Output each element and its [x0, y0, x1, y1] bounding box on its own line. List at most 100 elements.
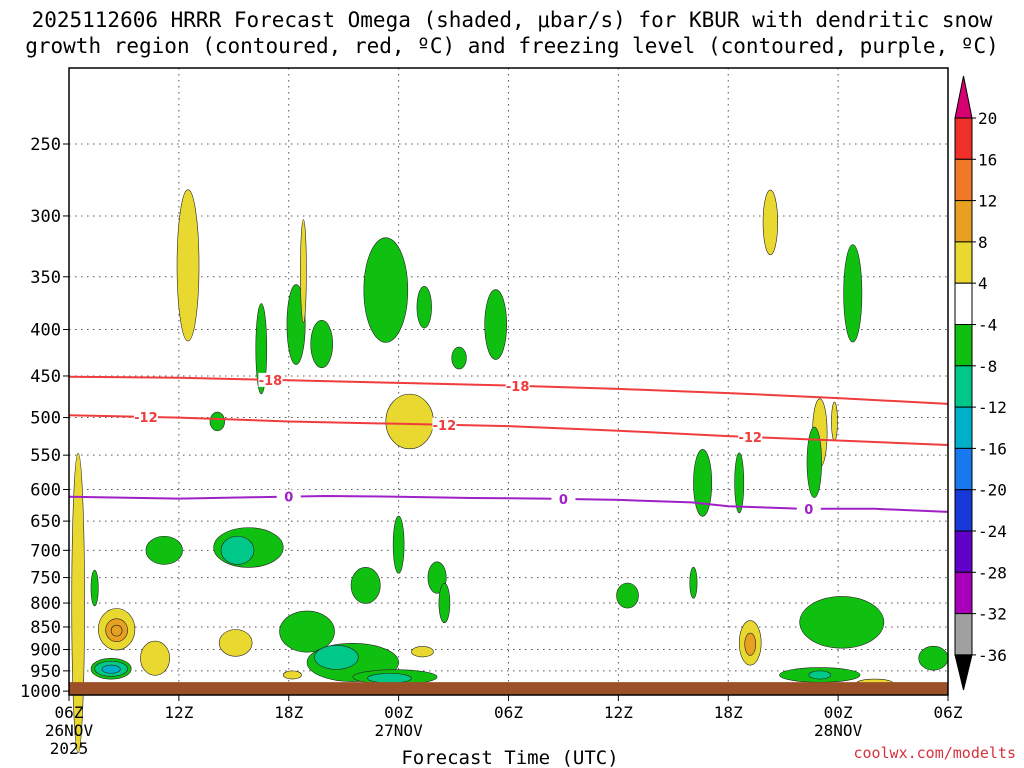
omega-region	[806, 426, 822, 498]
contour-label-bg	[796, 501, 821, 516]
omega-region	[90, 569, 99, 607]
y-tick-label: 550	[30, 446, 61, 466]
chart-title-line-2: growth region (contoured, red, ºC) and f…	[25, 34, 999, 58]
colorbar-band	[954, 282, 973, 326]
colorbar-label: -28	[978, 563, 1007, 582]
x-tick-label: 00Z	[384, 703, 413, 722]
chart-title-line-1: 2025112606 HRRR Forecast Omega (shaded, …	[31, 8, 993, 32]
omega-region	[808, 670, 832, 680]
x-axis-label: Forecast Time (UTC)	[401, 747, 618, 768]
colorbar-band	[954, 117, 973, 160]
omega-region	[218, 629, 253, 657]
colorbar-label: -8	[978, 357, 997, 376]
colorbar-band	[954, 158, 973, 202]
colorbar-band	[954, 365, 973, 408]
omega-region	[734, 452, 745, 514]
contour-label: -18	[506, 380, 530, 395]
y-tick-label: 1000	[20, 682, 61, 702]
y-tick-label: 700	[30, 541, 61, 561]
colorbar-label: 20	[978, 109, 997, 128]
y-tick-label: 800	[30, 594, 61, 614]
colorbar-label: 8	[978, 233, 988, 252]
y-tick-label: 400	[30, 320, 61, 340]
omega-region	[918, 645, 949, 671]
omega-region	[255, 303, 268, 395]
contour-label-bg	[738, 429, 763, 444]
omega-region	[209, 411, 225, 432]
x-tick-date: 28NOV	[814, 721, 863, 740]
ground-fill	[69, 682, 948, 695]
contour-label: 0	[559, 493, 568, 508]
x-tick-label: 06Z	[55, 703, 84, 722]
omega-region	[363, 237, 409, 343]
x-tick-label: 18Z	[714, 703, 743, 722]
y-tick-label: 900	[30, 641, 61, 661]
temperature-contours: -18 -18 -12 -12 -12 0 0 0	[68, 372, 949, 518]
colorbar-label: -32	[978, 605, 1007, 624]
omega-region	[762, 189, 778, 256]
x-tick-date: 27NOV	[375, 721, 424, 740]
colorbar-label: -36	[978, 646, 1007, 665]
y-tick-label: 650	[30, 512, 61, 532]
colorbar-band	[954, 200, 973, 243]
omega-region	[744, 632, 757, 656]
colorbar-label: -16	[978, 439, 1007, 458]
x-tick-label: 12Z	[604, 703, 633, 722]
omega-region	[689, 566, 698, 599]
colorbar-bottom-arrow	[954, 654, 973, 691]
site-credit: coolwx.com/modelts	[853, 744, 1016, 762]
colorbar-label: -20	[978, 481, 1007, 500]
contour-label-bg	[551, 491, 576, 506]
contour-label-bg	[505, 378, 530, 393]
omega-shaded-regions	[71, 189, 949, 754]
ground-surface	[69, 682, 948, 695]
colorbar-label: 4	[978, 274, 988, 293]
y-tick-label: 950	[30, 662, 61, 682]
y-tick-label: 750	[30, 569, 61, 589]
colorbar-label: -4	[978, 316, 997, 335]
contour-label-bg	[432, 417, 457, 432]
contour-label: -12	[134, 411, 158, 426]
omega-region	[831, 401, 838, 442]
contour-label: -12	[433, 419, 457, 434]
x-tick-date: 26NOV	[45, 721, 94, 740]
colorbar-band	[954, 241, 973, 284]
y-tick-label: 500	[30, 409, 61, 429]
omega-region	[282, 670, 302, 680]
omega-region	[71, 452, 85, 754]
colorbar-band	[954, 489, 973, 532]
omega-region	[350, 567, 381, 604]
contour-line	[68, 414, 949, 446]
colorbar-band	[954, 571, 973, 615]
colorbar: 20 16 12 8 4 -4 -8 -12 -16 -20 -24 -28 -32 -36	[954, 75, 1007, 691]
omega-region	[314, 644, 359, 670]
y-tick-label: 850	[30, 618, 61, 638]
omega-region	[176, 189, 200, 342]
omega-region	[110, 624, 123, 637]
y-tick-label: 300	[30, 207, 61, 227]
omega-region	[220, 535, 255, 565]
omega-region	[693, 449, 713, 517]
colorbar-band	[954, 530, 973, 573]
x-tick-label: 18Z	[274, 703, 303, 722]
x-tick-label: 12Z	[164, 703, 193, 722]
colorbar-band	[954, 406, 973, 449]
contour-label-bg	[133, 409, 158, 424]
omega-region	[385, 393, 434, 450]
colorbar-band	[954, 324, 973, 367]
x-tick-year: 2025	[50, 739, 89, 758]
omega-region	[367, 673, 412, 684]
contour-label: 0	[284, 491, 293, 506]
omega-region	[438, 583, 451, 624]
colorbar-band	[954, 447, 973, 491]
y-tick-label: 250	[30, 135, 61, 155]
colorbar-top-arrow	[954, 75, 973, 119]
colorbar-label: -24	[978, 522, 1007, 541]
omega-region	[392, 515, 405, 574]
colorbar-band	[954, 613, 973, 656]
x-tick-label: 00Z	[824, 703, 853, 722]
omega-region	[484, 289, 507, 360]
y-tick-label: 450	[30, 367, 61, 387]
